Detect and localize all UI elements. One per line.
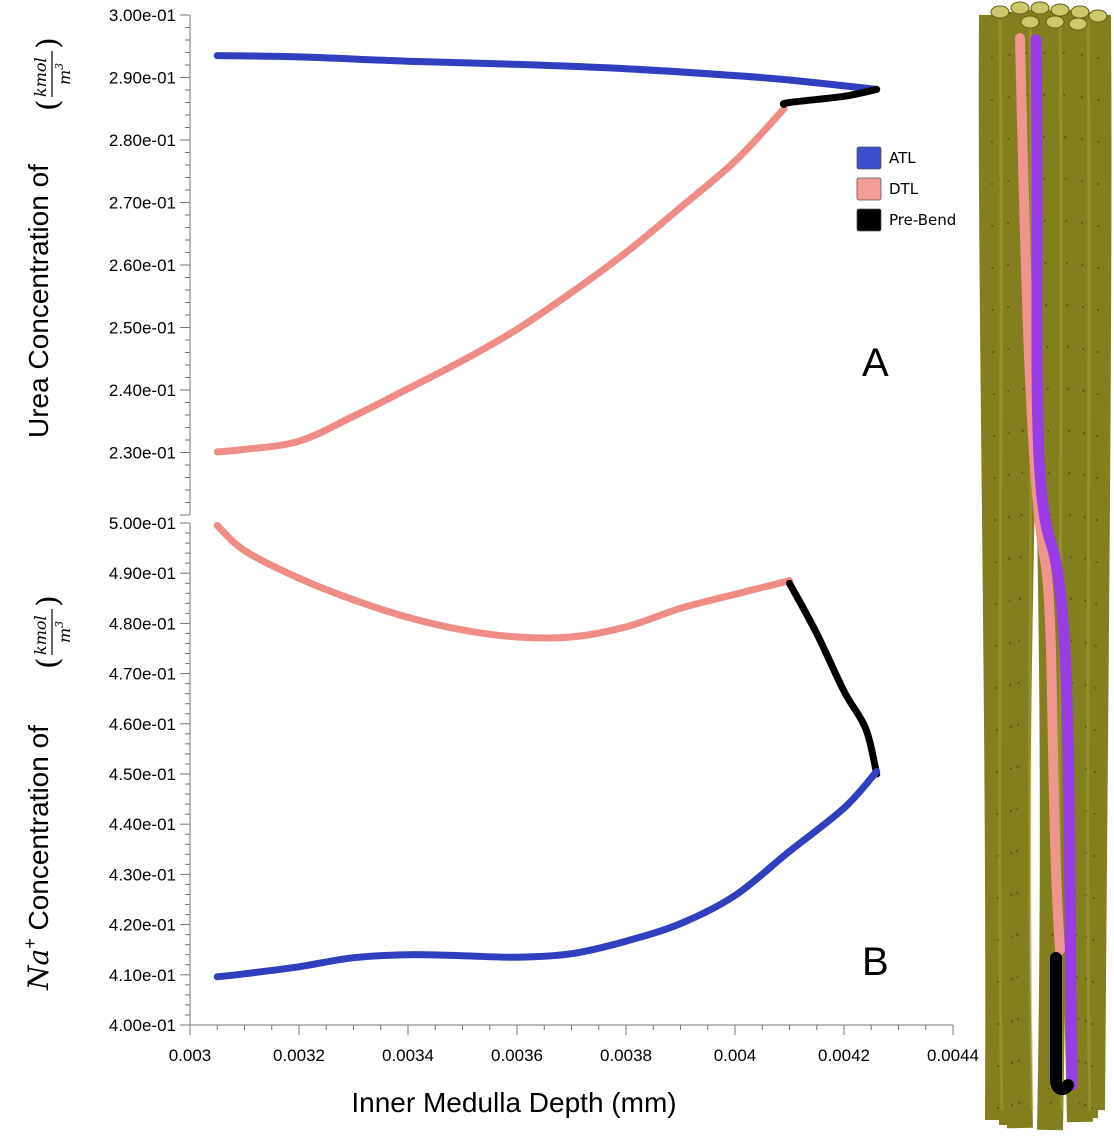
panel-label-b: B	[862, 940, 889, 984]
tube-end-cap	[1050, 3, 1070, 17]
bundle-highlight	[998, 19, 1004, 1111]
sodium-y-tick-label: 4.50e-01	[109, 765, 176, 784]
sodium-y-tick-label: 4.60e-01	[109, 715, 176, 734]
urea-y-axis	[180, 14, 191, 516]
legend-swatch	[856, 208, 882, 232]
bundle-tube	[978, 14, 1012, 1121]
svg-text:(: (	[31, 99, 66, 111]
tube-end-cap	[1045, 15, 1065, 29]
x-tick-label: 0.0032	[273, 1046, 325, 1065]
x-tick-label: 0.004	[714, 1046, 757, 1065]
urea-y-tick-label: 2.30e-01	[109, 444, 176, 463]
svg-text:kmol: kmol	[31, 57, 50, 97]
x-tick-label: 0.0044	[927, 1046, 979, 1065]
panel-label-a: A	[862, 341, 889, 385]
sodium-y-axis-title: Na+ Concentration of	[20, 725, 55, 991]
svg-text:m3: m3	[53, 621, 74, 643]
bundle-highlight	[1028, 19, 1034, 1111]
tube-end-cap	[1070, 5, 1090, 19]
sodium-series-dtl	[213, 522, 793, 642]
tube-end-cap	[1088, 9, 1108, 23]
urea-y-tick-label: 2.50e-01	[109, 319, 176, 338]
bundle-tube-shade	[1007, 11, 1013, 1126]
sodium-y-tick-labels: 4.00e-01 4.10e-01 4.20e-01 4.30e-01 4.40e-01…	[109, 514, 176, 1035]
sodium-y-tick-label: 4.40e-01	[109, 815, 176, 834]
urea-y-axis-title: Urea Concentration of	[23, 164, 54, 438]
x-tick-label: 0.0038	[600, 1046, 652, 1065]
x-tick-label: 0.0034	[382, 1046, 434, 1065]
urea-y-tick-label: 2.40e-01	[109, 381, 176, 400]
urea-chart: 2.30e-01 2.40e-01 2.50e-01 2.60e-01 2.70e-01…	[23, 6, 889, 516]
sodium-y-tick-label: 4.20e-01	[109, 916, 176, 935]
legend-label: Pre-Bend	[889, 211, 956, 229]
sodium-chart: 4.00e-01 4.10e-01 4.20e-01 4.30e-01 4.40e-01…	[20, 514, 979, 1118]
bundle-tube	[1031, 9, 1066, 1131]
nephron-tube-bundle-3d-icon	[978, 1, 1112, 1131]
tube-end-cap	[1030, 1, 1050, 15]
legend: ATL DTL Pre-Bend	[856, 146, 956, 232]
x-tick-label: 0.0036	[491, 1046, 543, 1065]
prebend-tube	[1050, 952, 1074, 1096]
sodium-series-atl	[213, 768, 881, 981]
x-axis-title: Inner Medulla Depth (mm)	[351, 1087, 676, 1118]
sodium-y-tick-label: 4.10e-01	[109, 966, 176, 985]
legend-label: DTL	[889, 180, 919, 198]
urea-y-tick-label: 2.80e-01	[109, 131, 176, 150]
legend-swatch	[856, 177, 882, 201]
x-tick-label: 0.003	[169, 1046, 212, 1065]
bundle-tube-shade	[1080, 11, 1088, 1119]
tube-end-cap	[1068, 17, 1088, 31]
svg-text:(: (	[31, 657, 66, 669]
urea-y-tick-label: 3.00e-01	[109, 6, 176, 25]
urea-series-atl	[213, 52, 881, 93]
sodium-series-pre-bend	[786, 579, 881, 778]
legend-label: ATL	[889, 149, 916, 167]
urea-y-tick-label: 2.90e-01	[109, 69, 176, 88]
svg-text:): )	[31, 595, 66, 607]
sodium-y-tick-label: 4.70e-01	[109, 665, 176, 684]
svg-text:): )	[31, 37, 66, 49]
x-tick-label: 0.0042	[818, 1046, 870, 1065]
dtl-tube	[1015, 33, 1065, 955]
urea-y-tick-label: 2.60e-01	[109, 256, 176, 275]
atl-tube	[1030, 34, 1078, 1091]
urea-y-tick-label: 2.70e-01	[109, 194, 176, 213]
sodium-y-tick-label: 4.00e-01	[109, 1016, 176, 1035]
urea-series	[213, 52, 881, 456]
sodium-y-tick-label: 4.90e-01	[109, 564, 176, 583]
sodium-y-tick-label: 5.00e-01	[109, 514, 176, 533]
sodium-y-tick-label: 4.30e-01	[109, 865, 176, 884]
bundle-highlight	[1086, 19, 1092, 1111]
x-tick-labels: 0.003 0.0032 0.0034 0.0036 0.0038 0.004 0.0042…	[169, 1046, 979, 1065]
sodium-y-axis-unit: ( kmol m3 )	[31, 595, 74, 669]
urea-series-dtl	[213, 105, 788, 456]
sodium-axes	[180, 522, 954, 1035]
urea-y-axis-unit: ( kmol m3 )	[31, 37, 74, 111]
tube-end-cap	[1020, 15, 1040, 29]
svg-text:m3: m3	[53, 63, 74, 85]
svg-text:kmol: kmol	[31, 615, 50, 655]
tube-end-cap	[1010, 1, 1030, 15]
bundle-tube	[1079, 14, 1112, 1111]
urea-series-pre-bend	[779, 85, 881, 108]
legend-swatch	[856, 146, 882, 170]
sodium-y-tick-label: 4.80e-01	[109, 614, 176, 633]
sodium-series	[213, 522, 881, 981]
urea-y-tick-labels: 2.30e-01 2.40e-01 2.50e-01 2.60e-01 2.70e-01…	[109, 6, 176, 463]
tube-end-cap	[990, 5, 1010, 19]
